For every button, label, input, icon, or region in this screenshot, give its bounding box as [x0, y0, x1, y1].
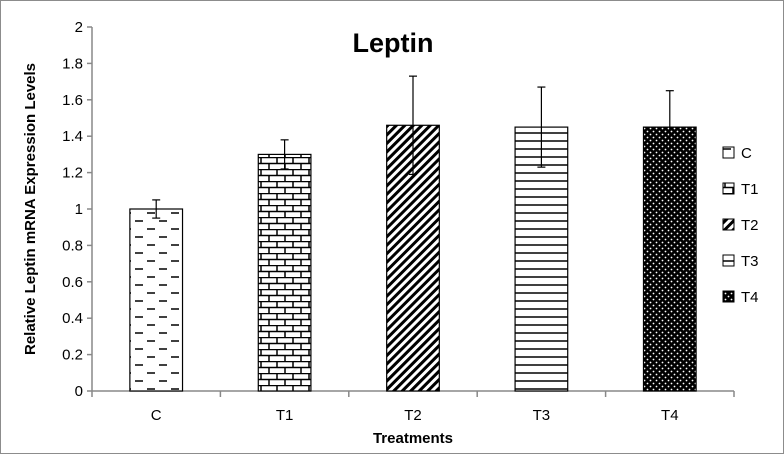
x-axis: C T1 T2 T3 T4	[91, 390, 735, 424]
x-tick-label: T1	[276, 407, 294, 424]
y-axis-title: Relative Leptin mRNA Expression Levels	[22, 63, 39, 355]
legend-item-t1: T1	[722, 181, 759, 198]
legend-item-t4: T4	[722, 289, 759, 306]
x-tick-label: T4	[661, 407, 679, 424]
legend-item-t2: T2	[722, 217, 759, 234]
x-tick-label: T3	[533, 407, 551, 424]
error-bar-t3	[537, 86, 546, 168]
y-tick-label: 0.8	[62, 237, 83, 254]
legend-item-t3: T3	[722, 253, 759, 270]
x-axis-title: Treatments	[373, 430, 453, 447]
legend-swatch	[722, 254, 735, 267]
legend-swatch	[722, 218, 735, 231]
x-tick-label: T2	[404, 407, 422, 424]
bar-t4	[642, 126, 697, 392]
error-bar-c	[152, 199, 161, 219]
y-tick-label: 0.4	[62, 310, 83, 327]
chart-title: Leptin	[353, 28, 434, 58]
y-tick-label: 2	[75, 19, 83, 36]
y-tick-label: 1.2	[62, 165, 83, 182]
bar-t1	[257, 153, 312, 392]
legend-label: T3	[741, 253, 759, 270]
legend-label: T4	[741, 289, 759, 306]
y-tick-label: 1	[75, 201, 83, 218]
y-tick-label: 0.6	[62, 274, 83, 291]
bar-c	[129, 208, 184, 392]
error-bar-t2	[409, 75, 417, 176]
error-bars	[152, 75, 674, 219]
x-tick-label: C	[151, 407, 162, 424]
y-tick-label: 1.6	[62, 92, 83, 109]
error-bar-t1	[280, 139, 289, 170]
y-tick-label: 1.8	[62, 55, 83, 72]
bar-t3	[514, 126, 569, 392]
y-tick-label: 0.2	[62, 347, 83, 364]
legend-label: T2	[741, 217, 759, 234]
legend: C T1 T2 T3 T4	[722, 145, 759, 306]
legend-label: T1	[741, 181, 759, 198]
legend-swatch	[722, 290, 735, 303]
legend-swatch	[722, 146, 735, 159]
y-axis: 0 0.2 0.4 0.6 0.8 1 1.2 1.4 1.6 1.8 2	[62, 19, 93, 400]
legend-item-c: C	[722, 145, 752, 162]
y-tick-label: 0	[75, 383, 83, 400]
error-bar-t4	[665, 90, 674, 165]
legend-swatch	[722, 182, 735, 195]
y-tick-label: 1.4	[62, 128, 83, 145]
legend-label: C	[741, 145, 752, 162]
